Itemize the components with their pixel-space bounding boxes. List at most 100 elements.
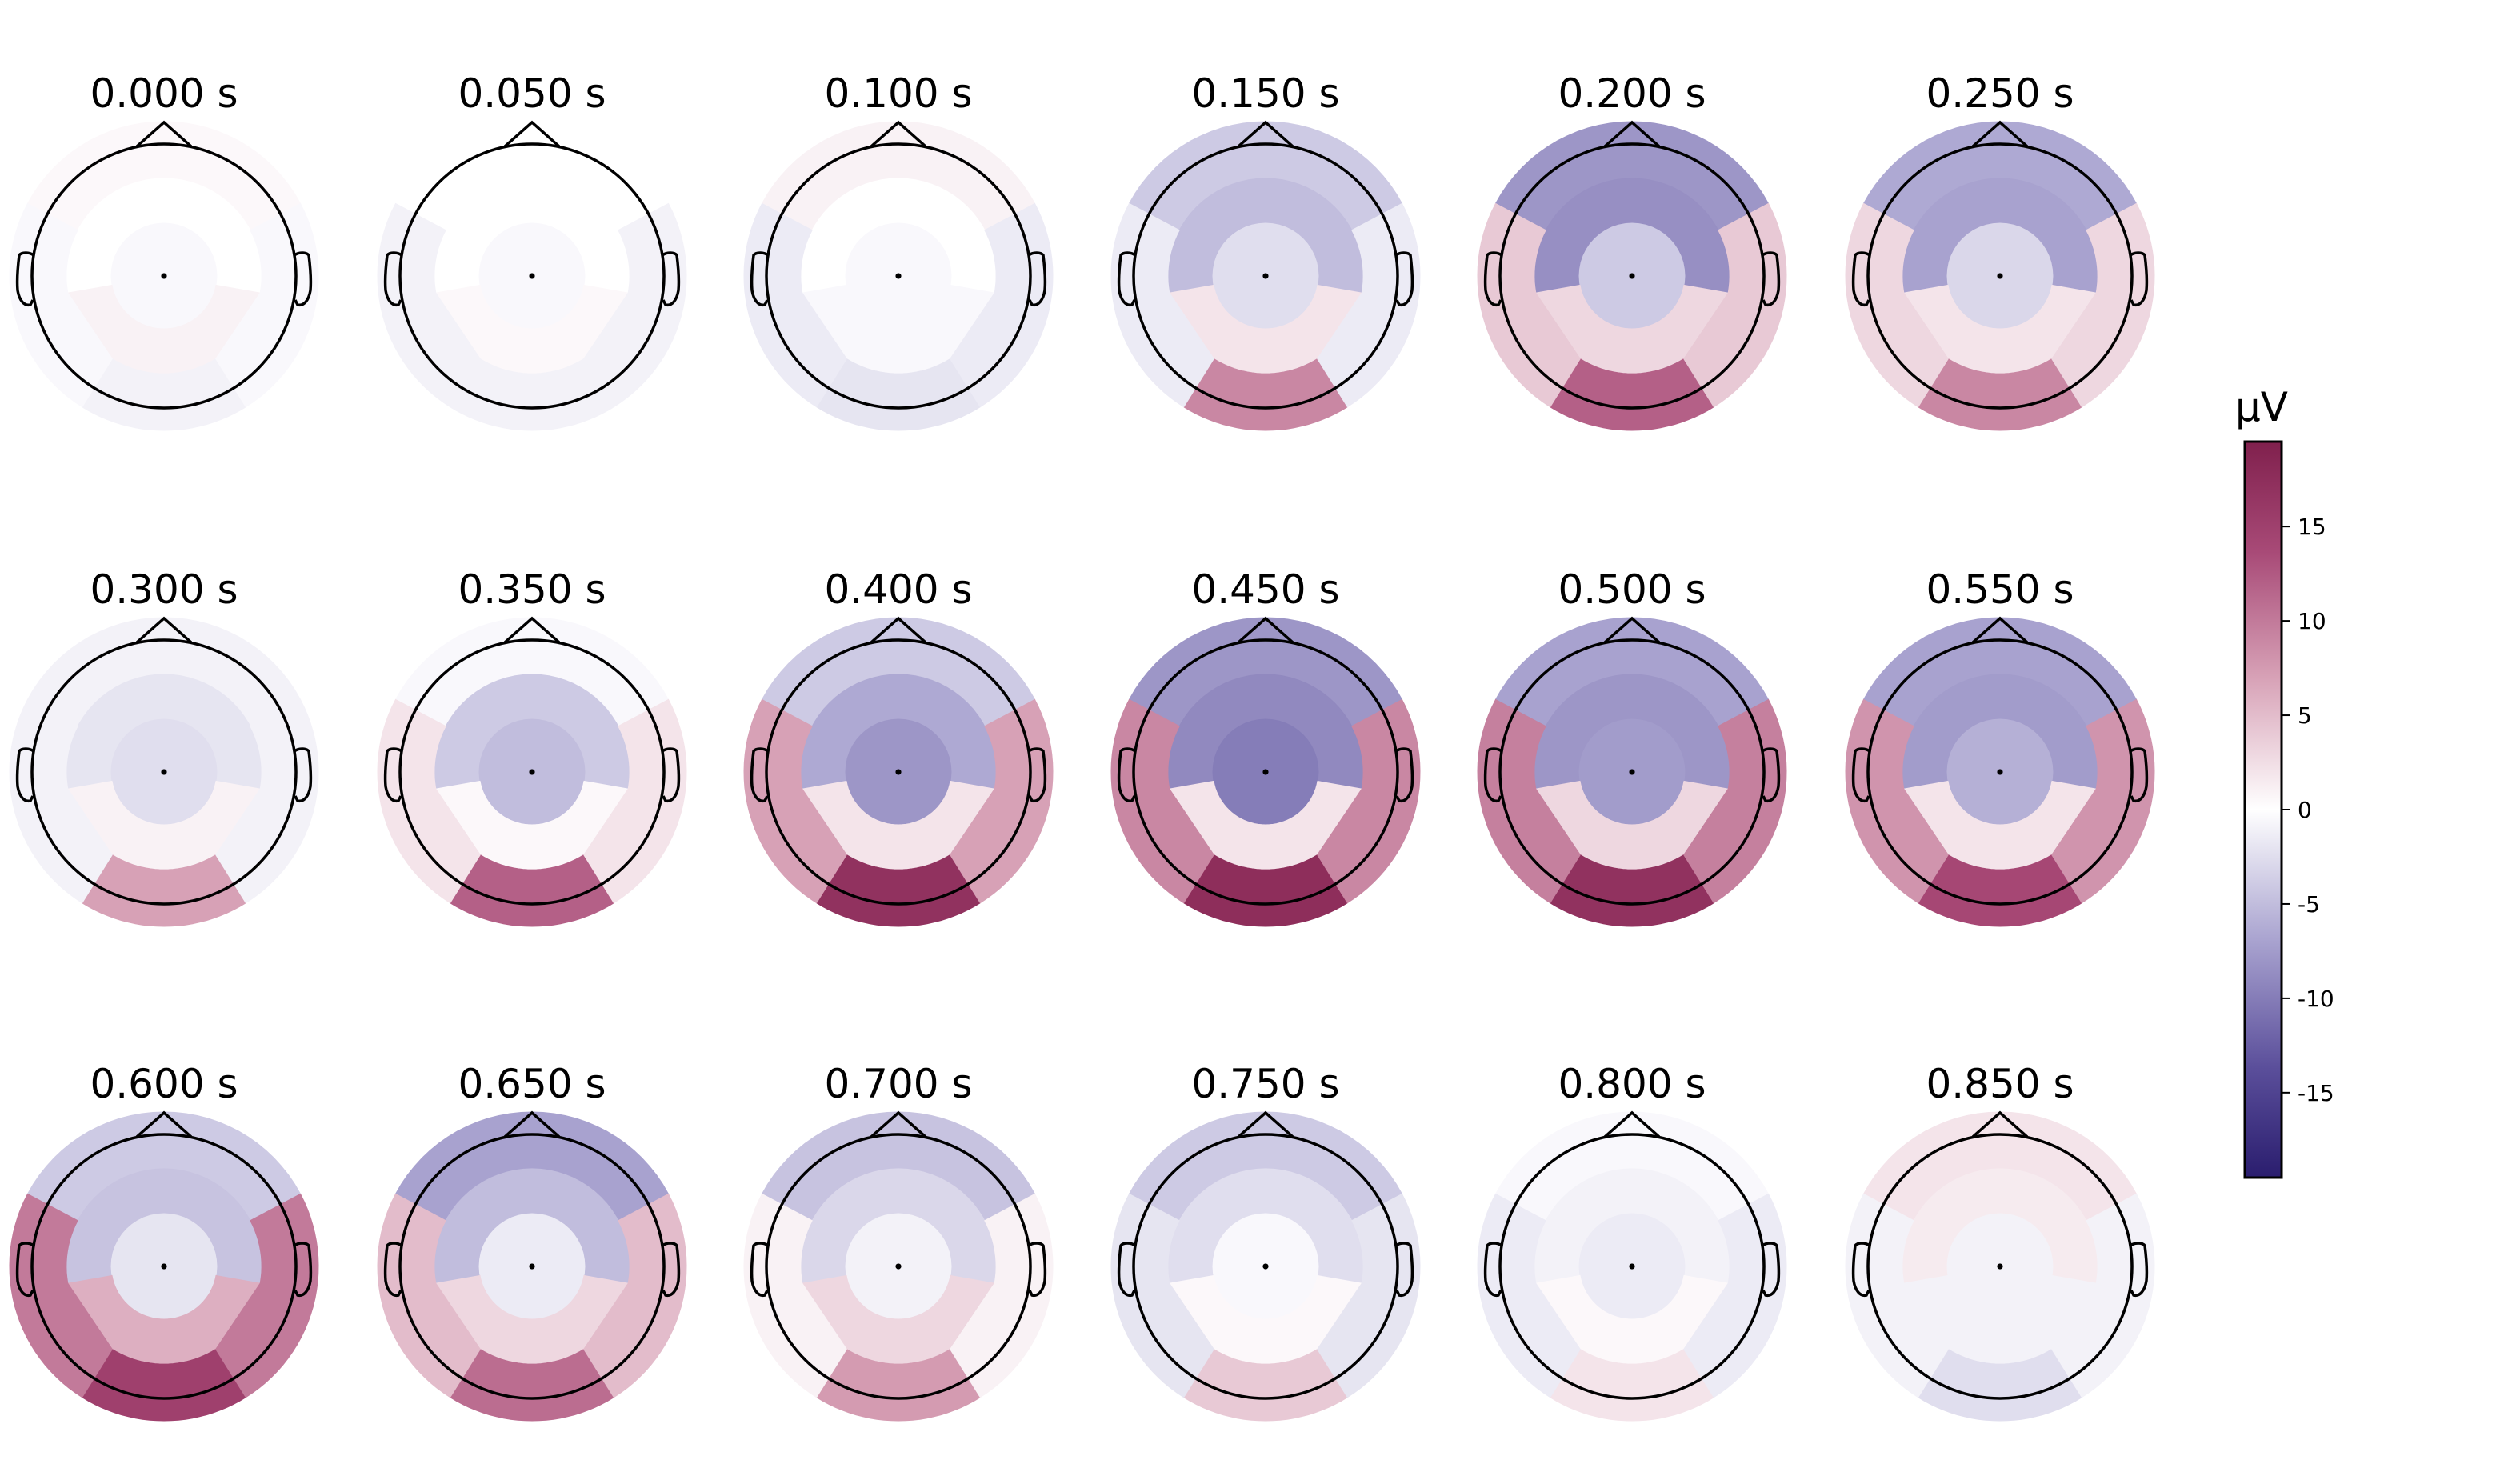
topomap-title: 0.850 s [1926, 1061, 2074, 1107]
topomap-title: 0.000 s [90, 70, 238, 117]
topomap-title: 0.500 s [1558, 566, 1706, 613]
colorbar-gradient [2243, 440, 2283, 1179]
topomap-0850: 0.850 s [1845, 1061, 2155, 1422]
sensor-dot [1263, 274, 1268, 279]
right-ear [2129, 251, 2149, 307]
topomap-region-temporal [9, 698, 113, 904]
head-outline [30, 638, 298, 906]
nose [1971, 616, 2029, 644]
topomap-region-temporal [950, 202, 1054, 408]
topomap-title: 0.550 s [1926, 566, 2074, 613]
head-outline [1132, 142, 1399, 410]
nose [870, 1110, 927, 1138]
topomap-title: 0.700 s [824, 1061, 972, 1107]
colorbar-tick-label: -5 [2298, 891, 2320, 918]
sensor-dot [1630, 1265, 1634, 1270]
topomap-region-temporal [950, 1193, 1054, 1398]
head-outline [1498, 1133, 1766, 1400]
right-ear [2129, 747, 2149, 803]
topomap-title: 0.450 s [1191, 566, 1339, 613]
right-ear [293, 251, 313, 307]
topomap-title: 0.350 s [458, 566, 606, 613]
topomap-region-temporal [377, 698, 481, 904]
left-ear [1117, 1242, 1137, 1298]
right-ear [1761, 747, 1781, 803]
topomap-0600: 0.600 s [9, 1061, 319, 1422]
nose [870, 120, 927, 148]
nose [870, 616, 927, 644]
topomap-region-temporal [743, 1193, 847, 1398]
head-outline [1132, 1133, 1399, 1400]
sensor-dot [162, 1265, 166, 1270]
right-ear [1027, 1242, 1047, 1298]
topomap-title: 0.800 s [1558, 1061, 1706, 1107]
head-outline [1866, 1133, 2134, 1400]
topomap-region-temporal [743, 202, 847, 408]
topomap-region-temporal [1683, 202, 1787, 408]
topomap-region-temporal [583, 1193, 687, 1398]
right-ear [1761, 1242, 1781, 1298]
topomap-region-temporal [1110, 1193, 1214, 1398]
nose [1971, 120, 2029, 148]
nose [1237, 616, 1294, 644]
topomap-0500: 0.500 s [1477, 566, 1787, 927]
sensor-dot [896, 770, 901, 775]
left-ear [383, 747, 403, 803]
head-outline [1866, 142, 2134, 410]
topomap-region-temporal [2051, 1193, 2155, 1398]
topomap-title: 0.050 s [458, 70, 606, 117]
left-ear [1851, 251, 1871, 307]
right-ear [1394, 747, 1414, 803]
topomap-region-temporal [1317, 202, 1421, 408]
topomap-0300: 0.300 s [9, 566, 319, 927]
topomap-0150: 0.150 s [1110, 70, 1421, 431]
topomap-title: 0.750 s [1191, 1061, 1339, 1107]
left-ear [1851, 747, 1871, 803]
head-outline [1498, 638, 1766, 906]
left-ear [15, 251, 35, 307]
sensor-dot [1630, 770, 1634, 775]
topomap-0800: 0.800 s [1477, 1061, 1787, 1422]
colorbar-tick-label: 10 [2298, 608, 2326, 634]
right-ear [2129, 1242, 2149, 1298]
topomap-0650: 0.650 s [377, 1061, 687, 1422]
left-ear [750, 251, 770, 307]
colorbar-tick-label: 5 [2298, 702, 2312, 729]
topomap-title: 0.600 s [90, 1061, 238, 1107]
head-outline [765, 638, 1032, 906]
right-ear [661, 1242, 681, 1298]
topomap-0350: 0.350 s [377, 566, 687, 927]
head-outline [1498, 142, 1766, 410]
topomap-region-temporal [1110, 202, 1214, 408]
topomap-title: 0.150 s [1191, 70, 1339, 117]
topomap-region-temporal [583, 698, 687, 904]
sensor-dot [1263, 1265, 1268, 1270]
topomap-0250: 0.250 s [1845, 70, 2155, 431]
topomap-region-temporal [743, 698, 847, 904]
topomap-title: 0.250 s [1926, 70, 2074, 117]
right-ear [1761, 251, 1781, 307]
sensor-dot [1998, 1265, 2002, 1270]
head-outline [765, 1133, 1032, 1400]
left-ear [1851, 1242, 1871, 1298]
topomap-region-temporal [1110, 698, 1214, 904]
colorbar-tick-label: -15 [2298, 1080, 2334, 1106]
nose [1237, 1110, 1294, 1138]
nose [135, 1110, 193, 1138]
nose [1603, 120, 1661, 148]
sensor-dot [1263, 770, 1268, 775]
topomap-region-temporal [950, 698, 1054, 904]
topomap-region-temporal [215, 1193, 319, 1398]
left-ear [1483, 251, 1503, 307]
topomap-title: 0.100 s [824, 70, 972, 117]
left-ear [1117, 251, 1137, 307]
sensor-dot [1998, 274, 2002, 279]
colorbar-ticks: 15 10 5 0 -5 -10 -15 [2282, 514, 2334, 1106]
left-ear [750, 1242, 770, 1298]
topomap-region-temporal [215, 698, 319, 904]
nose [1603, 616, 1661, 644]
right-ear [293, 1242, 313, 1298]
topomap-region-temporal [377, 1193, 481, 1398]
topomap-region-temporal [1317, 698, 1421, 904]
nose [503, 616, 561, 644]
